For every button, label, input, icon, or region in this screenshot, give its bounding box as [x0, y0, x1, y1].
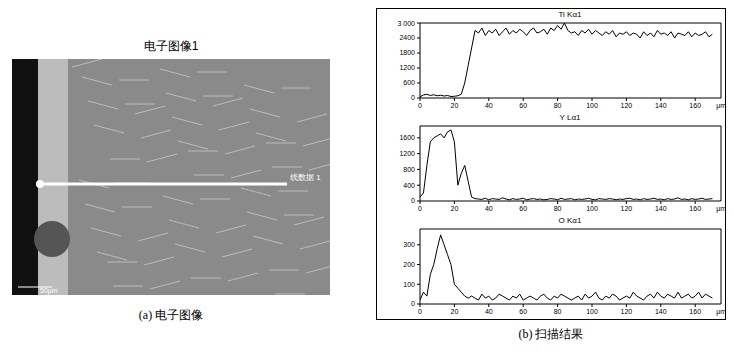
svg-text:160: 160: [689, 102, 701, 109]
html-text:μm: μm: [716, 308, 726, 315]
html-text:(a) 电子图像: (a) 电子图像: [138, 308, 204, 322]
svg-text:120: 120: [621, 102, 633, 109]
html-text:电子图像1: 电子图像1: [143, 39, 199, 53]
svg-text:140: 140: [655, 205, 667, 212]
svg-text:1200: 1200: [399, 64, 415, 71]
svg-text:3 000: 3 000: [397, 20, 415, 26]
svg-text:20: 20: [451, 102, 459, 109]
html-text:μm: μm: [716, 102, 726, 109]
svg-text:20: 20: [451, 205, 459, 212]
svg-text:160: 160: [689, 308, 701, 315]
html-text:O Kα1: O Kα1: [558, 216, 582, 225]
svg-text:100: 100: [586, 308, 598, 315]
svg-text:50μm: 50μm: [40, 287, 58, 295]
svg-text:0: 0: [418, 102, 422, 109]
svg-text:40: 40: [485, 308, 493, 315]
svg-text:0: 0: [418, 308, 422, 315]
svg-text:0: 0: [418, 205, 422, 212]
svg-text:800: 800: [403, 166, 415, 173]
svg-text:600: 600: [403, 79, 415, 86]
svg-text:0: 0: [411, 94, 415, 101]
svg-text:1800: 1800: [399, 49, 415, 56]
svg-text:80: 80: [554, 308, 562, 315]
svg-text:160: 160: [689, 205, 701, 212]
svg-text:140: 140: [655, 102, 667, 109]
svg-text:60: 60: [519, 205, 527, 212]
svg-text:120: 120: [621, 205, 633, 212]
svg-text:线数据 1: 线数据 1: [290, 173, 321, 182]
svg-text:1200: 1200: [399, 150, 415, 157]
svg-text:300: 300: [403, 241, 415, 248]
svg-text:1600: 1600: [399, 134, 415, 141]
svg-text:20: 20: [451, 308, 459, 315]
svg-text:100: 100: [586, 102, 598, 109]
html-text:(b) 扫描结果: (b) 扫描结果: [518, 327, 584, 341]
svg-text:120: 120: [621, 308, 633, 315]
svg-text:2400: 2400: [399, 34, 415, 41]
svg-text:0: 0: [411, 300, 415, 307]
svg-text:60: 60: [519, 308, 527, 315]
svg-text:0: 0: [411, 197, 415, 204]
svg-text:200: 200: [403, 261, 415, 268]
html-text:μm: μm: [716, 205, 726, 212]
svg-text:60: 60: [519, 102, 527, 109]
svg-text:80: 80: [554, 205, 562, 212]
html-text:Y Lα1: Y Lα1: [559, 113, 581, 122]
html-text:Ti Kα1: Ti Kα1: [558, 10, 582, 19]
svg-text:40: 40: [485, 102, 493, 109]
svg-text:100: 100: [403, 281, 415, 288]
svg-text:100: 100: [586, 205, 598, 212]
svg-text:80: 80: [554, 102, 562, 109]
svg-text:400: 400: [403, 182, 415, 189]
svg-text:40: 40: [485, 205, 493, 212]
svg-text:140: 140: [655, 308, 667, 315]
